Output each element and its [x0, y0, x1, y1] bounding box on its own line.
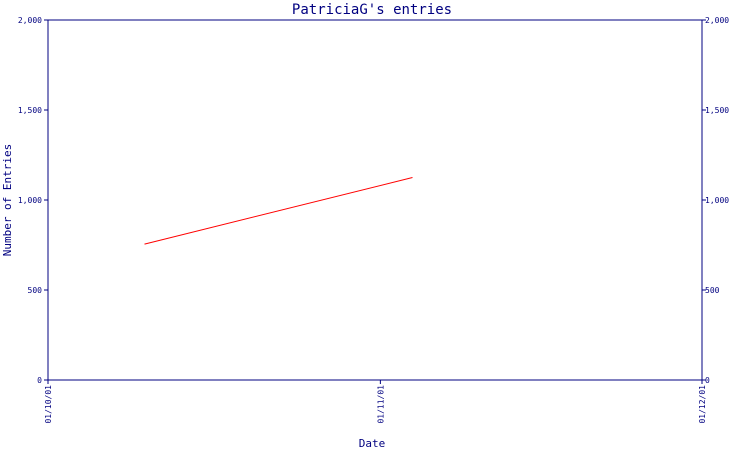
y-tick-label-left: 500	[28, 286, 43, 295]
x-axis-label: Date	[359, 437, 386, 450]
plot-frame	[47, 19, 703, 381]
x-tick-label: 01/10/01	[44, 385, 53, 424]
y-tick-label-right: 500	[705, 286, 720, 295]
chart-title: PatriciaG's entries	[292, 2, 452, 18]
y-axis-label: Number of Entries	[1, 144, 14, 257]
y-tick-label-left: 1,000	[18, 196, 42, 205]
y-tick-label-left: 0	[37, 376, 42, 385]
x-tick-label: 01/11/01	[376, 385, 385, 424]
y-tick-label-left: 1,500	[18, 106, 42, 115]
y-tick-label-right: 0	[705, 376, 710, 385]
y-tick-label-right: 1,000	[705, 196, 729, 205]
y-tick-label-right: 1,500	[705, 106, 729, 115]
x-tick-label: 01/12/01	[698, 385, 707, 424]
y-tick-label-left: 2,000	[18, 16, 42, 25]
y-tick-label-right: 2,000	[705, 16, 729, 25]
series-line	[144, 177, 413, 245]
